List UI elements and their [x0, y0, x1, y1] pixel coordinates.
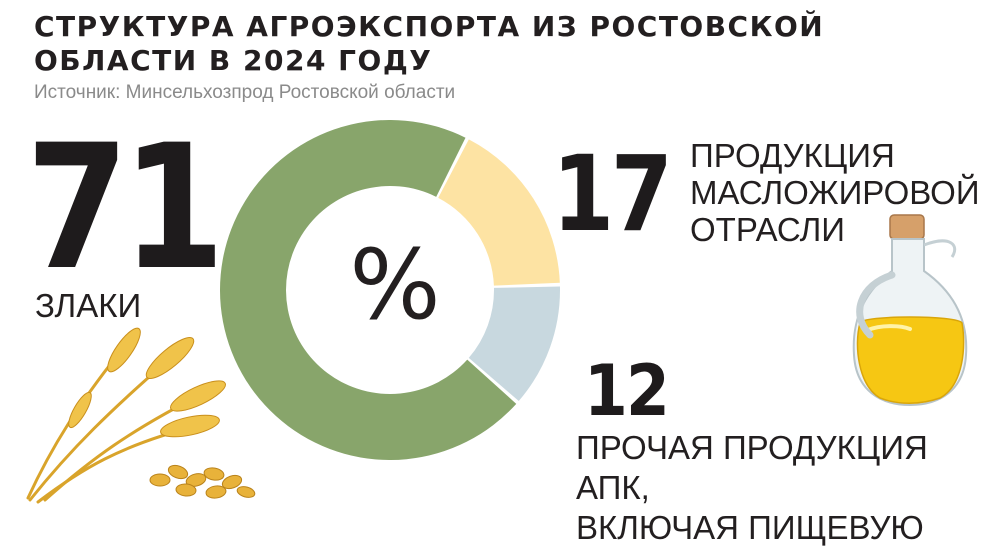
wheat-ears-illustration — [26, 327, 256, 504]
chart-source: Источник: Минсельхозпрод Ростовской обла… — [34, 82, 456, 103]
donut-chart: % — [220, 120, 560, 460]
center-percent-sign: % — [349, 229, 440, 341]
label-cereals: ЗЛАКИ — [35, 287, 142, 324]
donut-slice-other-products — [468, 286, 560, 402]
value-oil-products: 17 — [552, 133, 673, 255]
label-oil-line-3: ОТРАСЛИ — [690, 211, 846, 248]
label-oil-line-1: ПРОДУКЦИЯ — [690, 137, 895, 174]
label-other-line-1: ПРОЧАЯ ПРОДУКЦИЯ АПК, — [576, 429, 928, 506]
label-other-products: ПРОЧАЯ ПРОДУКЦИЯ АПК, ВКЛЮЧАЯ ПИЩЕВУЮ — [576, 428, 996, 548]
donut-slice-oil-products — [438, 139, 560, 286]
value-cereals: 71 — [26, 107, 225, 308]
chart-title: СТРУКТУРА АГРОЭКСПОРТА ИЗ РОСТОВСКОЙ ОБЛ… — [34, 10, 825, 77]
donut-segments — [220, 120, 560, 460]
oil-jug-illustration — [852, 214, 968, 407]
label-oil-products: ПРОДУКЦИЯ МАСЛОЖИРОВОЙ ОТРАСЛИ — [690, 137, 990, 248]
donut-slice-cereals — [220, 120, 517, 460]
label-other-line-2: ВКЛЮЧАЯ ПИЩЕВУЮ — [576, 509, 924, 546]
value-other-products: 12 — [584, 350, 670, 432]
label-oil-line-2: МАСЛОЖИРОВОЙ — [690, 174, 980, 211]
